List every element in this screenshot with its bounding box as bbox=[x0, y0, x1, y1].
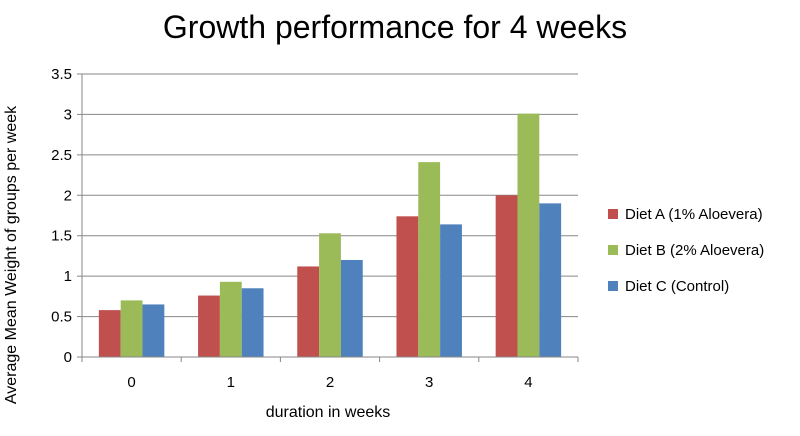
bar bbox=[241, 288, 264, 357]
legend-swatch bbox=[608, 281, 618, 291]
y-tick-label: 1.5 bbox=[51, 228, 72, 245]
bar bbox=[98, 310, 121, 357]
chart-title: Growth performance for 4 weeks bbox=[163, 9, 627, 45]
y-tick-label: 2.5 bbox=[51, 147, 72, 164]
bar bbox=[142, 304, 165, 357]
y-tick-labels: 0 0.5 1 1.5 2 2.5 3 3.5 bbox=[51, 66, 72, 366]
y-axis-label: Average Mean Weight of groups per week bbox=[3, 105, 20, 404]
bar bbox=[297, 266, 320, 357]
x-tick-label: 1 bbox=[227, 374, 235, 391]
y-tick-label: 0 bbox=[64, 349, 72, 366]
legend-swatch bbox=[608, 245, 618, 255]
x-tick-labels: 0 1 2 3 4 bbox=[127, 374, 532, 391]
x-tick-label: 4 bbox=[524, 374, 532, 391]
bar bbox=[517, 113, 540, 358]
legend: Diet A (1% Aloevera) Diet B (2% Aloevera)… bbox=[608, 206, 764, 295]
legend-label: Diet A (1% Aloevera) bbox=[625, 206, 763, 223]
bar bbox=[120, 300, 143, 357]
bar bbox=[396, 216, 419, 357]
bar bbox=[539, 203, 562, 357]
y-tick-label: 0.5 bbox=[51, 309, 72, 326]
bar bbox=[440, 224, 462, 357]
axes bbox=[81, 74, 579, 362]
legend-label: Diet B (2% Aloevera) bbox=[625, 242, 764, 259]
y-tick-label: 3 bbox=[64, 106, 72, 123]
bar bbox=[319, 233, 341, 357]
legend-swatch bbox=[608, 209, 618, 219]
bar bbox=[340, 259, 363, 357]
x-tick-label: 0 bbox=[127, 374, 135, 391]
x-tick-label: 2 bbox=[326, 374, 334, 391]
bars bbox=[98, 113, 562, 358]
y-tick-label: 2 bbox=[64, 187, 72, 204]
bar bbox=[219, 281, 242, 357]
bar bbox=[495, 195, 518, 357]
bar bbox=[198, 295, 220, 357]
y-tick-label: 3.5 bbox=[51, 66, 72, 83]
legend-label: Diet C (Control) bbox=[625, 278, 729, 295]
y-tick-label: 1 bbox=[64, 268, 72, 285]
bar bbox=[418, 162, 441, 357]
x-tick-label: 3 bbox=[425, 374, 433, 391]
x-axis-label: duration in weeks bbox=[266, 404, 391, 421]
